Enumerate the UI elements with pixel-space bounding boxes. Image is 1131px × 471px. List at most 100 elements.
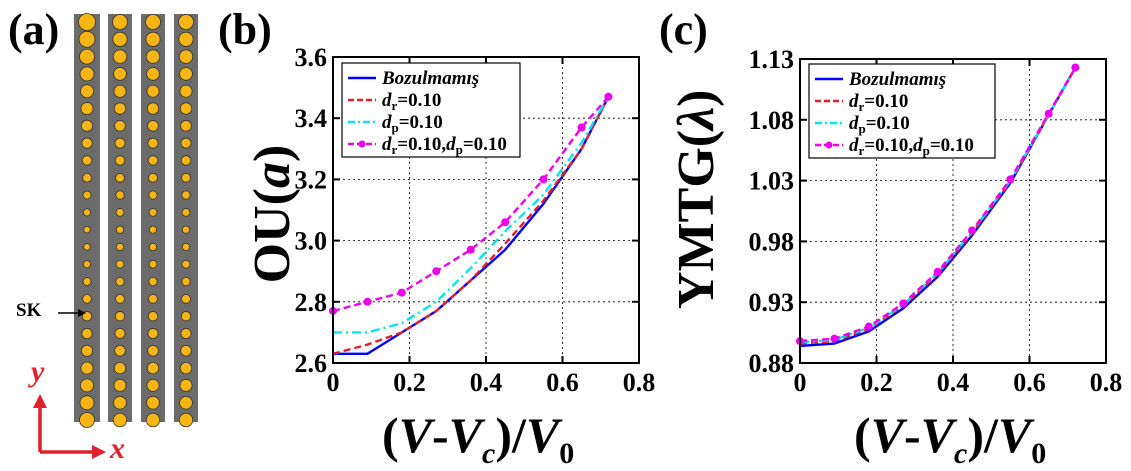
series-point — [363, 297, 372, 306]
lattice-site — [180, 311, 192, 322]
y-tick-label: 0.93 — [749, 288, 795, 317]
y-axis-arrowhead — [33, 394, 47, 408]
x-tick-label: 0.4 — [470, 368, 503, 397]
lattice-site — [115, 294, 125, 304]
y-tick-label: 3.4 — [295, 104, 328, 133]
lattice-site — [146, 395, 160, 410]
lattice-site — [113, 378, 127, 392]
lattice-site — [79, 412, 95, 428]
lattice-site — [181, 259, 191, 269]
lattice-site — [146, 67, 160, 81]
lattice-site — [181, 225, 191, 234]
legend-entry: Bozulmamış — [381, 68, 479, 89]
lattice-site — [179, 361, 193, 375]
lattice-site — [114, 345, 126, 357]
panel-c-label: (c) — [659, 5, 708, 54]
lattice-site — [178, 49, 194, 64]
lattice-site — [114, 328, 126, 339]
lattice-site — [148, 259, 158, 269]
lattice-site — [179, 378, 193, 392]
lattice-site — [147, 345, 159, 357]
lattice-site — [179, 67, 193, 81]
lattice-site — [80, 102, 94, 115]
legend-entry: dp=0.10 — [849, 113, 910, 136]
lattice-site — [78, 13, 96, 31]
lattice-site — [148, 242, 158, 252]
series-point — [968, 226, 977, 235]
lattice-site — [148, 172, 158, 183]
sk-arrowhead — [78, 309, 86, 317]
series-point — [604, 92, 613, 101]
x-tick-label: 0 — [327, 368, 340, 397]
chart-c-xlabel: (V-Vc)/V0 — [854, 407, 1047, 470]
x-tick-label: 0 — [794, 368, 807, 397]
x-axis-arrowhead — [92, 445, 106, 459]
y-tick-label: 1.08 — [749, 106, 795, 135]
y-tick-label: 3.6 — [295, 43, 328, 72]
lattice-site — [146, 102, 160, 115]
lattice-site — [113, 67, 127, 81]
y-tick-label: 0.88 — [749, 349, 795, 378]
x-tick-label: 0.6 — [546, 368, 579, 397]
y-tick-label: 1.13 — [749, 45, 795, 74]
lattice-schematic — [33, 13, 198, 459]
series-line — [333, 96, 610, 334]
lattice-site — [114, 137, 126, 149]
lattice-site — [147, 311, 159, 322]
series-point — [432, 267, 441, 276]
lattice-site — [180, 328, 192, 339]
lattice-site — [82, 277, 92, 286]
series-point — [501, 218, 510, 227]
lattice-site — [180, 120, 192, 132]
series-point — [577, 123, 586, 132]
y-tick-label: 2.8 — [295, 288, 328, 317]
lattice-site — [80, 361, 94, 375]
lattice-site — [148, 276, 158, 287]
lattice-site — [115, 242, 125, 252]
panel-b-label: (b) — [218, 5, 272, 54]
lattice-site — [114, 120, 126, 132]
x-tick-label: 0.6 — [1013, 368, 1046, 397]
lattice-site — [145, 31, 161, 47]
lattice-site — [82, 294, 92, 304]
lattice-site — [180, 137, 192, 149]
lattice-site — [81, 137, 93, 149]
lattice-site — [113, 84, 127, 98]
lattice-site — [146, 378, 160, 392]
lattice-site — [82, 172, 92, 183]
legend-entry: dr=0.10,dp=0.10 — [849, 135, 974, 158]
lattice-site — [114, 155, 126, 166]
series-point — [899, 299, 908, 308]
x-tick-label: 0.4 — [937, 368, 970, 397]
series-point — [1071, 63, 1080, 72]
lattice-site — [147, 155, 159, 166]
chart-b: 0 0.2 0.4 0.6 0.8 2.6 2.8 3.0 3.2 3.4 3.6 Bozulmamı… — [295, 43, 656, 397]
series-point — [1006, 175, 1015, 184]
lattice-site — [115, 190, 125, 200]
lattice-site — [148, 225, 158, 234]
lattice-site — [83, 225, 91, 234]
y-tick-label: 0.98 — [749, 227, 795, 256]
lattice-site — [181, 294, 191, 304]
lattice-site — [181, 242, 191, 252]
lattice-site — [181, 190, 191, 200]
lattice-site — [147, 120, 159, 132]
lattice-site — [115, 208, 125, 217]
lattice-site — [115, 172, 125, 183]
lattice-site — [115, 259, 125, 269]
series-point — [397, 288, 406, 297]
lattice-site — [181, 172, 191, 183]
lattice-site — [148, 190, 158, 200]
series-point — [1044, 109, 1053, 118]
axis-x-letter: x — [110, 432, 125, 465]
lattice-site — [79, 48, 95, 65]
series-line — [332, 96, 610, 355]
chart-b-ylabel: OU(a) — [244, 144, 301, 284]
lattice-site — [181, 208, 191, 217]
lattice-site — [80, 84, 94, 99]
series-point — [830, 334, 839, 343]
lattice-site — [115, 225, 125, 234]
lattice-site — [83, 243, 91, 251]
